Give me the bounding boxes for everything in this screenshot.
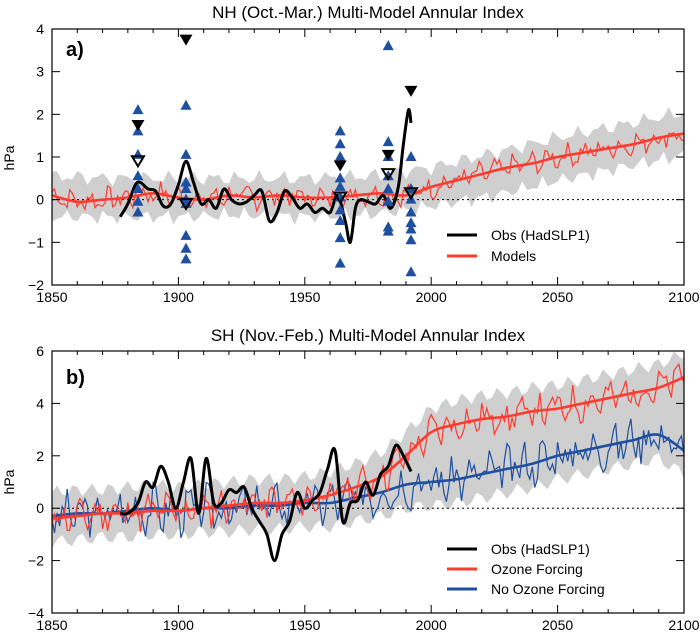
y-tick-label: −2 bbox=[28, 553, 44, 569]
model-up-triangle bbox=[334, 172, 346, 183]
panel-a-markers bbox=[130, 34, 419, 277]
obs-filled-down-triangle bbox=[381, 149, 395, 161]
model-up-triangle bbox=[405, 234, 417, 245]
model-up-triangle bbox=[382, 225, 394, 236]
panel-a-lines bbox=[51, 108, 685, 244]
model-up-triangle bbox=[132, 148, 144, 159]
model-up-triangle bbox=[382, 136, 394, 147]
x-tick-label: 2050 bbox=[542, 289, 573, 305]
panel-b-frame bbox=[51, 350, 685, 614]
model-up-triangle bbox=[180, 176, 192, 187]
y-tick-label: −1 bbox=[28, 234, 44, 250]
x-tick-label: 1900 bbox=[163, 289, 194, 305]
model-up-triangle bbox=[334, 180, 346, 191]
model-up-triangle bbox=[334, 138, 346, 149]
legend-text-obs: Obs (HadSLP1) bbox=[491, 227, 590, 243]
panel-a-legend: Obs (HadSLP1) Models bbox=[447, 227, 590, 264]
x-tick-label: 2100 bbox=[668, 617, 699, 633]
panel-a-model-spread-band bbox=[52, 107, 684, 225]
model-up-triangle bbox=[382, 195, 394, 206]
model-up-triangle bbox=[382, 170, 394, 181]
x-tick-label: 1850 bbox=[36, 617, 67, 633]
x-tick-label: 2100 bbox=[668, 289, 699, 305]
model-up-triangle bbox=[180, 253, 192, 264]
legend-text-models: Models bbox=[491, 248, 536, 264]
panel-b-ticks: 1850 1900 1950 2000 2050 2100 −4 −2 0 2 4 6 bbox=[28, 343, 700, 633]
model-up-triangle bbox=[132, 206, 144, 217]
obs-open-down-triangle bbox=[130, 155, 146, 169]
obs-open-down-triangle bbox=[403, 187, 419, 201]
panel-a-ticks: 1850 1900 1950 2000 2050 2100 −2 −1 0 1 2 3 4 bbox=[28, 21, 700, 305]
model-up-triangle bbox=[180, 183, 192, 193]
model-up-triangle bbox=[334, 125, 346, 136]
model-spread-band bbox=[52, 351, 684, 549]
y-tick-label: 2 bbox=[36, 448, 44, 464]
obs-line bbox=[118, 108, 413, 244]
model-up-triangle bbox=[180, 148, 192, 159]
panel-b-legend: Obs (HadSLP1) Ozone Forcing No Ozone For… bbox=[447, 541, 605, 597]
ozone-annual-line bbox=[51, 362, 685, 533]
panel-b-label: b) bbox=[66, 367, 85, 389]
model-up-triangle bbox=[405, 151, 417, 161]
model-up-triangle bbox=[334, 151, 346, 161]
y-tick-label: 4 bbox=[36, 21, 44, 37]
x-tick-label: 2000 bbox=[416, 289, 447, 305]
models-mean-line bbox=[51, 132, 685, 204]
y-tick-label: 4 bbox=[36, 395, 44, 411]
legend-text-no-ozone: No Ozone Forcing bbox=[491, 581, 605, 597]
panel-b-lines bbox=[51, 362, 685, 563]
model-up-triangle bbox=[382, 183, 394, 193]
x-tick-label: 1950 bbox=[289, 289, 320, 305]
x-tick-label: 1950 bbox=[289, 617, 320, 633]
model-up-triangle bbox=[382, 40, 394, 51]
model-up-triangle bbox=[334, 215, 346, 225]
panel-b: SH (Nov.-Feb.) Multi-Model Annular Index… bbox=[1, 326, 700, 633]
legend-text-ozone: Ozone Forcing bbox=[491, 561, 583, 577]
x-tick-label: 2050 bbox=[542, 617, 573, 633]
obs-filled-down-triangle bbox=[179, 34, 193, 46]
model-up-triangle bbox=[180, 229, 192, 240]
model-up-triangle bbox=[405, 217, 417, 228]
panel-b-ylabel: hPa bbox=[1, 469, 17, 494]
y-tick-label: 0 bbox=[36, 500, 44, 516]
model-up-triangle bbox=[132, 170, 144, 181]
obs-filled-down-triangle bbox=[404, 85, 418, 97]
panel-a: NH (Oct.-Mar.) Multi-Model Annular Index… bbox=[1, 3, 700, 305]
obs-open-down-triangle bbox=[178, 197, 194, 211]
obs-open-down-triangle bbox=[332, 191, 348, 205]
y-tick-label: 2 bbox=[36, 106, 44, 122]
panel-b-model-spread-band bbox=[52, 351, 684, 549]
model-up-triangle bbox=[180, 99, 192, 110]
y-tick-label: 1 bbox=[36, 149, 44, 165]
model-up-triangle bbox=[132, 183, 144, 193]
model-up-triangle bbox=[334, 204, 346, 215]
model-up-triangle bbox=[334, 232, 346, 243]
model-up-triangle bbox=[405, 223, 417, 234]
y-tick-label: 6 bbox=[36, 343, 44, 359]
x-tick-label: 1850 bbox=[36, 289, 67, 305]
y-tick-label: −2 bbox=[28, 277, 44, 293]
obs-line bbox=[120, 443, 413, 563]
y-tick-label: 3 bbox=[36, 64, 44, 80]
y-tick-label: −4 bbox=[28, 605, 44, 621]
model-up-triangle bbox=[132, 195, 144, 206]
obs-open-down-triangle bbox=[380, 168, 396, 182]
model-up-triangle bbox=[405, 266, 417, 277]
y-tick-label: 0 bbox=[36, 192, 44, 208]
model-up-triangle bbox=[180, 242, 192, 253]
panel-a-label: a) bbox=[66, 39, 84, 61]
model-up-triangle bbox=[405, 206, 417, 217]
model-up-triangle bbox=[132, 104, 144, 115]
x-tick-label: 2000 bbox=[416, 617, 447, 633]
obs-filled-down-triangle bbox=[333, 160, 347, 172]
obs-filled-down-triangle bbox=[131, 120, 145, 131]
panel-a-title: NH (Oct.-Mar.) Multi-Model Annular Index bbox=[212, 3, 524, 22]
panel-a-ylabel: hPa bbox=[1, 145, 17, 170]
model-spread-band bbox=[52, 107, 684, 225]
model-up-triangle bbox=[334, 257, 346, 268]
legend-text-obs-b: Obs (HadSLP1) bbox=[491, 541, 590, 557]
panel-b-title: SH (Nov.-Feb.) Multi-Model Annular Index bbox=[211, 326, 526, 345]
x-tick-label: 1900 bbox=[163, 617, 194, 633]
